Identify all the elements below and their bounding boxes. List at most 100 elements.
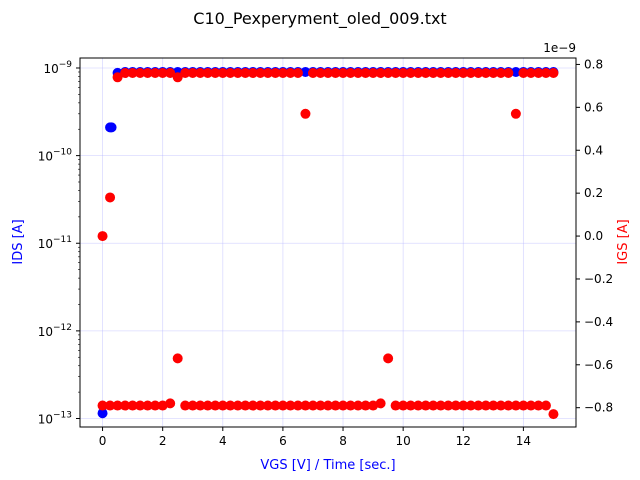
point-igs xyxy=(368,400,379,411)
point-igs xyxy=(488,68,499,79)
point-igs xyxy=(187,400,198,411)
point-igs xyxy=(480,400,491,411)
point-igs xyxy=(330,68,341,79)
point-igs xyxy=(232,68,243,79)
point-igs xyxy=(495,400,506,411)
point-igs xyxy=(247,68,258,79)
point-igs xyxy=(360,400,371,411)
point-igs xyxy=(375,68,386,79)
point-igs xyxy=(135,400,146,411)
y-axis-left: 10−13 10−12 10−11 10−10 10−9 xyxy=(38,60,80,427)
point-igs xyxy=(225,68,236,79)
y-left-tick-label: 10−12 xyxy=(38,323,72,339)
point-igs xyxy=(300,108,311,119)
point-igs xyxy=(353,68,364,79)
y-axis-right-label: IGS [A] xyxy=(616,219,631,264)
y-left-tick-label: 10−13 xyxy=(38,411,72,427)
point-igs xyxy=(375,398,386,409)
point-igs xyxy=(450,68,461,79)
x-axis: 0 2 4 6 8 10 12 14 xyxy=(99,427,531,448)
point-igs xyxy=(345,68,356,79)
point-igs xyxy=(187,68,198,79)
point-igs xyxy=(510,108,521,119)
point-igs xyxy=(503,68,514,79)
point-igs xyxy=(473,400,484,411)
point-igs xyxy=(150,68,161,79)
point-igs xyxy=(413,400,424,411)
point-igs xyxy=(307,68,318,79)
point-igs xyxy=(345,400,356,411)
point-igs xyxy=(383,68,394,79)
point-igs xyxy=(157,400,168,411)
point-igs xyxy=(428,400,439,411)
point-igs xyxy=(518,400,529,411)
point-igs xyxy=(157,68,168,79)
point-igs xyxy=(398,400,409,411)
point-igs xyxy=(465,68,476,79)
point-igs xyxy=(458,400,469,411)
point-igs xyxy=(127,68,138,79)
point-igs xyxy=(443,400,454,411)
point-igs xyxy=(420,400,431,411)
y-left-tick-label: 10−9 xyxy=(43,60,72,76)
point-igs xyxy=(307,400,318,411)
y-axis-right-offset: 1e−9 xyxy=(543,41,576,55)
point-igs xyxy=(262,68,273,79)
point-igs xyxy=(112,400,123,411)
point-igs xyxy=(277,400,288,411)
point-igs xyxy=(195,68,206,79)
y-right-tick-label: −0.6 xyxy=(584,358,613,372)
point-igs xyxy=(435,400,446,411)
point-igs xyxy=(435,68,446,79)
y-right-tick-label: 0.6 xyxy=(584,100,603,114)
point-ids xyxy=(300,66,311,77)
point-igs xyxy=(165,68,176,79)
y-right-tick-label: 0.8 xyxy=(584,57,603,71)
y-axis-left-label: IDS [A] xyxy=(11,219,26,264)
point-igs xyxy=(338,68,349,79)
point-igs xyxy=(270,400,281,411)
point-igs xyxy=(330,400,341,411)
point-igs xyxy=(217,68,228,79)
point-igs xyxy=(353,400,364,411)
point-igs xyxy=(255,400,266,411)
point-igs xyxy=(112,72,123,83)
point-igs xyxy=(172,353,183,364)
data-marks xyxy=(97,66,559,420)
point-igs xyxy=(533,68,544,79)
point-igs xyxy=(127,400,138,411)
point-igs xyxy=(292,68,303,79)
point-igs xyxy=(120,400,131,411)
y-left-tick-label: 10−10 xyxy=(38,148,73,164)
point-igs xyxy=(548,409,559,420)
point-igs xyxy=(142,68,153,79)
point-igs xyxy=(458,68,469,79)
point-igs xyxy=(488,400,499,411)
point-igs xyxy=(540,68,551,79)
point-igs xyxy=(285,68,296,79)
point-igs xyxy=(495,68,506,79)
point-igs xyxy=(315,68,326,79)
point-igs xyxy=(480,68,491,79)
y-left-tick-label: 10−11 xyxy=(38,235,72,251)
point-igs xyxy=(420,68,431,79)
point-igs xyxy=(413,68,424,79)
point-igs xyxy=(232,400,243,411)
point-igs xyxy=(300,400,311,411)
point-igs xyxy=(465,400,476,411)
x-tick-label: 8 xyxy=(339,434,347,448)
point-igs xyxy=(210,68,221,79)
point-igs xyxy=(315,400,326,411)
point-igs xyxy=(525,68,536,79)
x-tick-label: 12 xyxy=(456,434,471,448)
point-igs xyxy=(292,400,303,411)
point-igs xyxy=(105,192,116,203)
point-igs xyxy=(247,400,258,411)
point-igs xyxy=(150,400,161,411)
point-igs xyxy=(510,400,521,411)
point-igs xyxy=(323,68,333,79)
point-igs xyxy=(503,400,514,411)
point-igs xyxy=(443,68,454,79)
y-right-tick-label: 0.4 xyxy=(584,143,603,157)
point-igs xyxy=(270,68,281,79)
